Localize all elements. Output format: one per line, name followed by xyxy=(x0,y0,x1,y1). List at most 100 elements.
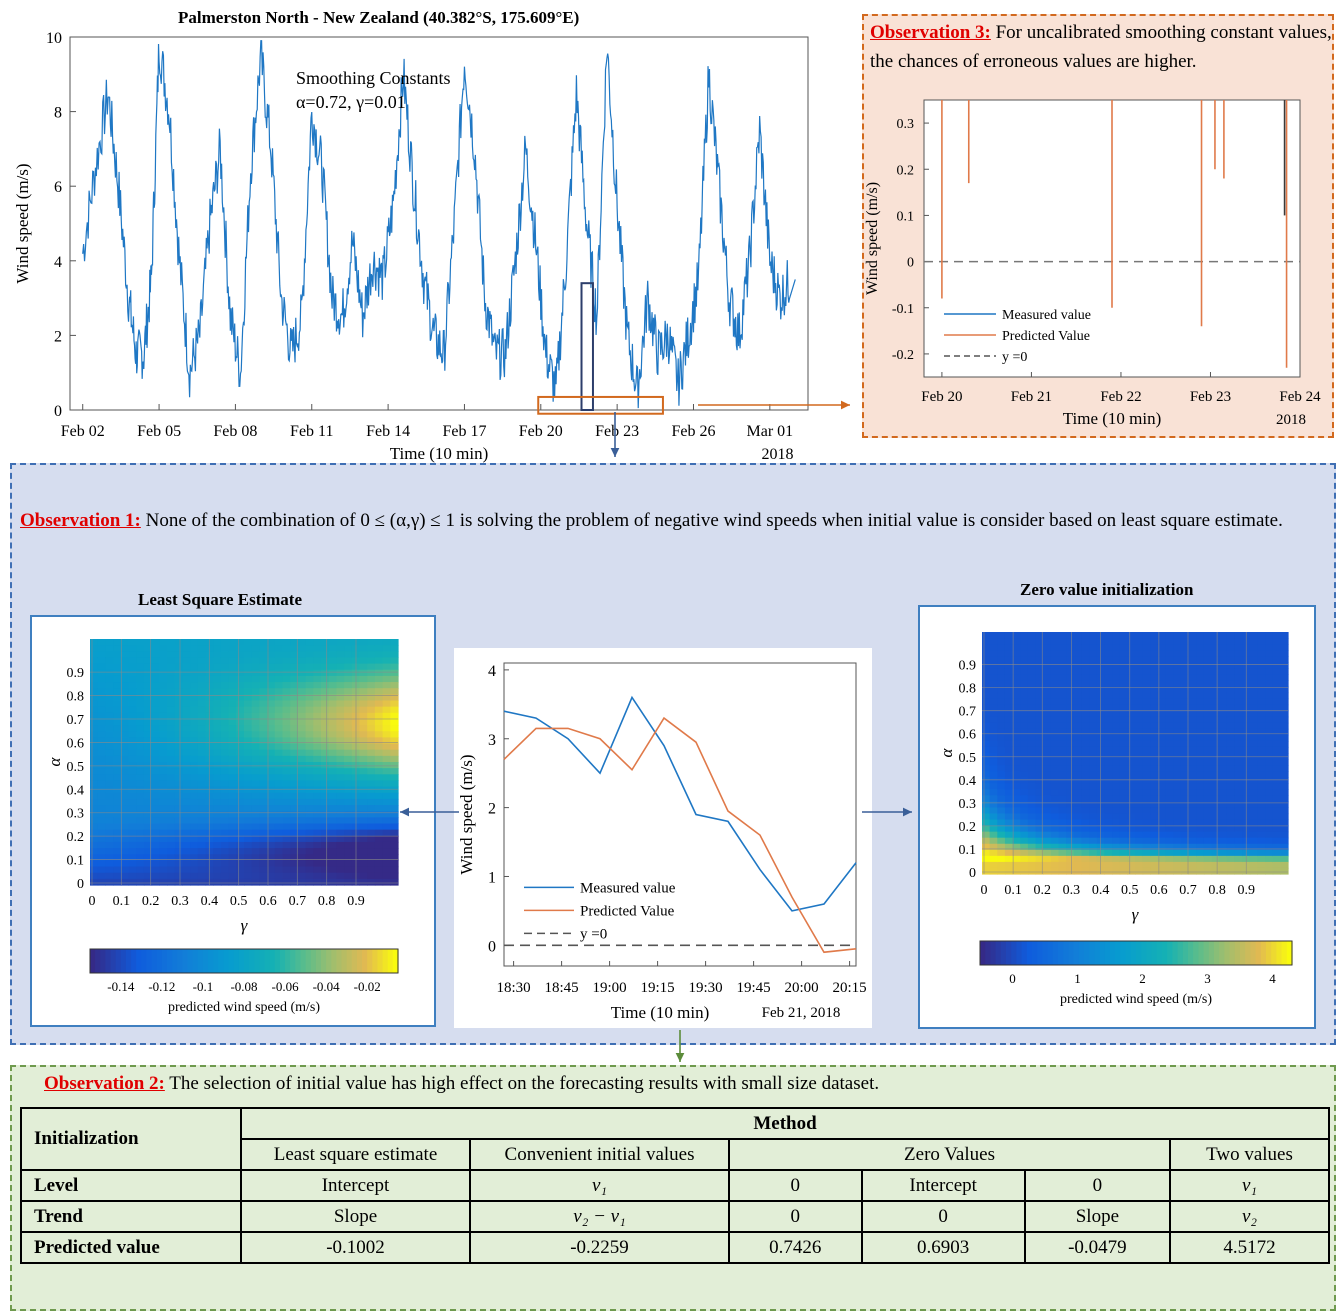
heatmap-cell xyxy=(1180,674,1190,681)
heatmap-cell xyxy=(1234,668,1243,675)
heatmap-cell xyxy=(390,768,399,775)
heatmap-cell xyxy=(1249,795,1258,802)
heatmap-cell xyxy=(151,639,160,646)
heatmap-cell xyxy=(1157,759,1167,766)
heatmap-cell xyxy=(1004,789,1014,796)
heatmap-cell xyxy=(1180,783,1190,790)
heatmap-cell xyxy=(128,798,137,806)
heatmap-cell xyxy=(1249,861,1258,869)
heatmap-cell xyxy=(1188,656,1197,663)
heatmap-cell xyxy=(1089,837,1098,845)
colorbar-segment xyxy=(244,949,250,973)
heatmap-cell xyxy=(1089,867,1098,875)
x-tick-label: 0.8 xyxy=(1208,883,1226,898)
heatmap-cell xyxy=(105,663,114,671)
heatmap-cell xyxy=(1157,674,1167,681)
heatmap-cell xyxy=(1219,819,1228,827)
heatmap-cell xyxy=(1249,668,1258,675)
heatmap-cell xyxy=(297,848,307,855)
heatmap-cell xyxy=(1089,668,1098,675)
heatmap-cell xyxy=(267,872,276,880)
heatmap-cell xyxy=(274,829,284,837)
heatmap-cell xyxy=(1119,825,1128,833)
heatmap-cell xyxy=(1112,867,1121,875)
heatmap-cell xyxy=(1112,704,1121,712)
heatmap-cell xyxy=(244,725,253,732)
heatmap-cell xyxy=(251,749,260,757)
heatmap-cell xyxy=(220,682,230,689)
heatmap-cell xyxy=(1234,686,1243,694)
heatmap-cell xyxy=(105,731,114,738)
colorbar-tick-label: 2 xyxy=(1139,971,1146,986)
heatmap-cell xyxy=(1211,704,1220,712)
heatmap-cell xyxy=(1073,777,1083,784)
heatmap-cell xyxy=(1004,825,1014,833)
x-tick-label: Feb 23 xyxy=(1190,389,1231,405)
heatmap-cell xyxy=(251,663,260,671)
table-row-label: Trend xyxy=(20,1200,242,1233)
heatmap-cell xyxy=(1257,831,1266,839)
heatmap-cell xyxy=(1089,746,1098,754)
heatmap-cell xyxy=(367,737,376,745)
heatmap-cell xyxy=(390,669,399,677)
heatmap-cell xyxy=(297,682,307,689)
heatmap-cell xyxy=(267,829,276,837)
heatmap-cell xyxy=(90,755,99,763)
heatmap-cell xyxy=(321,669,330,677)
heatmap-cell xyxy=(997,783,1006,790)
heatmap-cell xyxy=(128,700,137,708)
heatmap-cell xyxy=(236,805,245,812)
heatmap-cell xyxy=(190,755,199,763)
heatmap-cell xyxy=(1257,801,1266,809)
heatmap-cell xyxy=(328,712,337,720)
heatmap-cell xyxy=(344,866,353,874)
heatmap-cell xyxy=(105,755,114,763)
heatmap-cell xyxy=(1234,843,1243,851)
heatmap-cell xyxy=(90,829,99,837)
heatmap-cell xyxy=(1089,807,1098,815)
heatmap-cell xyxy=(1196,662,1205,669)
colorbar-segment xyxy=(310,949,317,973)
x-tick-label: 0.4 xyxy=(1092,883,1110,898)
heatmap-cell xyxy=(213,780,222,788)
heatmap-cell xyxy=(1127,656,1136,663)
heatmap-cell xyxy=(1249,849,1258,857)
heatmap-cell xyxy=(1081,861,1090,869)
heatmap-cell xyxy=(136,811,145,818)
colorbar-segment xyxy=(1042,941,1049,965)
heatmap-cell xyxy=(1004,771,1014,778)
heatmap-cell xyxy=(228,639,237,646)
heatmap-cell xyxy=(290,682,299,689)
heatmap-cell xyxy=(382,663,391,671)
heatmap-cell xyxy=(297,688,307,695)
heatmap-cell xyxy=(1020,710,1029,718)
heatmap-cell xyxy=(1104,795,1113,802)
heatmap-cell xyxy=(374,860,384,868)
heatmap-cell xyxy=(267,860,276,868)
heatmap-cell xyxy=(228,675,237,683)
heatmap-cell xyxy=(136,792,145,800)
heatmap-cell xyxy=(220,848,230,855)
heatmap-cell xyxy=(1196,710,1205,718)
table-method-row: Least square estimate Convenient initial… xyxy=(21,1138,1330,1171)
heatmap-cell xyxy=(1127,807,1136,815)
heatmap-cell xyxy=(1196,686,1205,694)
heatmap-cell xyxy=(274,755,284,763)
y-tick-label: 2 xyxy=(488,801,496,818)
colorbar-segment xyxy=(980,941,986,965)
heatmap-cell xyxy=(1050,728,1060,736)
heatmap-cell xyxy=(344,774,353,782)
heatmap-cell xyxy=(344,731,353,738)
heatmap-cell xyxy=(1257,783,1266,790)
heatmap-cell xyxy=(1234,746,1243,754)
heatmap-cell xyxy=(190,823,199,831)
heatmap-cell xyxy=(174,743,183,751)
heatmap-cell xyxy=(228,854,237,861)
heatmap-cell xyxy=(159,823,168,831)
heatmap-cell xyxy=(1050,668,1060,675)
heatmap-cell xyxy=(1058,777,1067,784)
heatmap-cell xyxy=(344,811,353,818)
heatmap-cell xyxy=(1104,783,1113,790)
heatmap-cell xyxy=(274,792,284,800)
